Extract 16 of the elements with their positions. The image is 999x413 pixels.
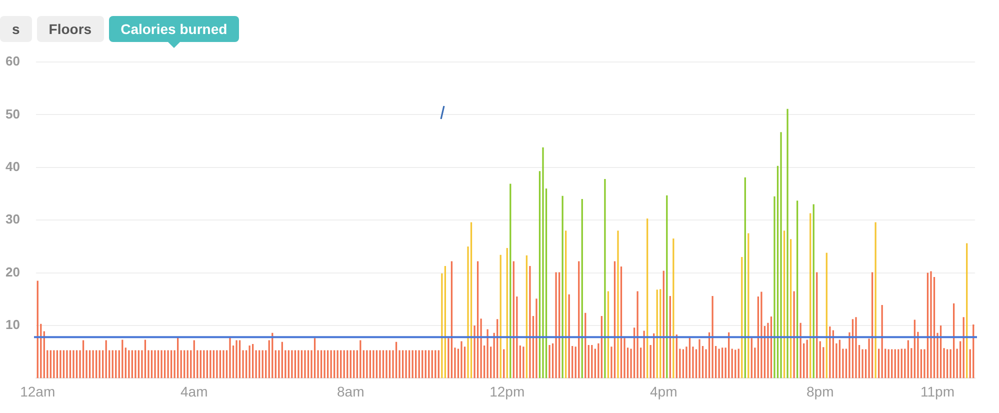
y-tick-label: 60 [6, 54, 20, 69]
x-tick-label: 12pm [490, 383, 525, 400]
y-tick-label: 40 [6, 158, 20, 174]
text: s [0, 16, 32, 42]
text: Floors [36, 16, 104, 42]
y-tick-label: 50 [6, 106, 20, 122]
x-tick-label: 11pm [920, 383, 954, 400]
x-tick-label: 8pm [806, 383, 834, 400]
text: Calories burned [108, 16, 240, 42]
x-tick-label: 12am [20, 383, 56, 400]
y-tick-label: 30 [6, 212, 20, 227]
y-tick-label: 10 [6, 317, 20, 332]
y-tick-label: 20 [6, 264, 20, 280]
x-tick-label: 4am [180, 383, 208, 400]
x-tick-label: 8am [337, 383, 364, 400]
x-tick-label: 4pm [650, 383, 678, 400]
